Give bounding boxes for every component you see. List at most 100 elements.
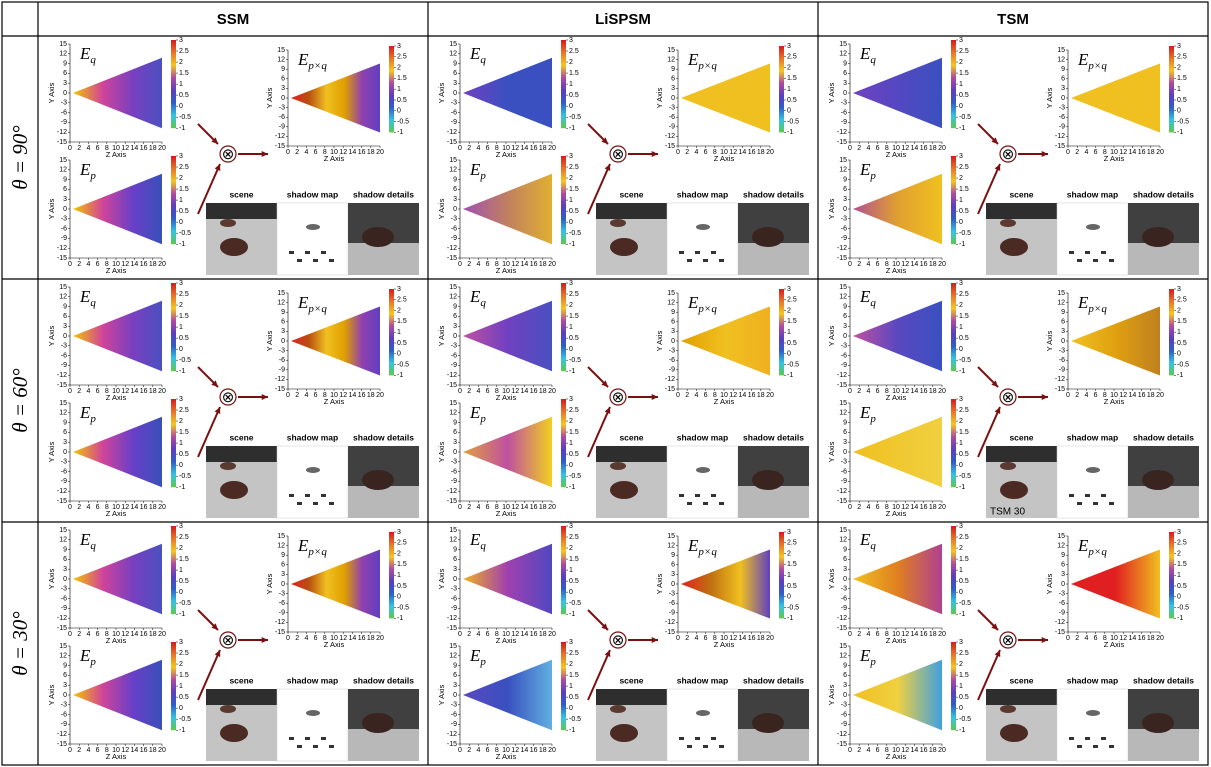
x-tick-label: 4 xyxy=(1084,149,1088,156)
shadow-details-ground xyxy=(348,243,419,275)
plot-title: Ep xyxy=(79,403,96,425)
colorbar-tick-label: 1 xyxy=(569,683,573,690)
x-axis-label: Z Axis xyxy=(714,397,735,406)
shadow-details-object xyxy=(362,227,394,247)
image-caption: scene xyxy=(619,189,643,199)
y-tick-label: 15 xyxy=(449,643,457,650)
image-caption: shadow details xyxy=(743,189,804,199)
colorbar-tick-label: -1 xyxy=(569,611,575,618)
colorbar-tick-label: 1.5 xyxy=(179,186,189,193)
title-symbol: E xyxy=(79,44,91,63)
y-axis-label: Y Axis xyxy=(47,82,56,103)
y-tick-label: 12 xyxy=(59,51,67,58)
plot-title: Eq xyxy=(469,44,486,66)
y-tick-label: -3 xyxy=(451,100,457,107)
y-tick-label: -15 xyxy=(665,629,675,636)
x-tick-label: 4 xyxy=(1084,392,1088,399)
x-tick-label: 20 xyxy=(376,392,384,399)
colorbar xyxy=(561,40,566,128)
x-tick-label: 2 xyxy=(77,388,81,395)
row-label: θ = 30° xyxy=(8,611,32,676)
y-tick-label: 3 xyxy=(63,566,67,573)
colorbar xyxy=(389,532,394,618)
scene-object xyxy=(610,481,638,499)
y-tick-label: 0 xyxy=(843,90,847,97)
shadow-blob xyxy=(313,745,318,748)
shadow-blob xyxy=(1077,745,1082,748)
colorbar-tick-label: 3 xyxy=(959,153,963,160)
y-tick-label: -9 xyxy=(451,721,457,728)
y-tick-label: 9 xyxy=(843,176,847,183)
heat-map xyxy=(1071,549,1160,618)
y-tick-label: -9 xyxy=(669,367,675,374)
y-tick-label: -6 xyxy=(451,711,457,718)
operator: ⊗ xyxy=(222,146,235,163)
title-subscript: q xyxy=(870,54,876,66)
x-tick-label: 16 xyxy=(1138,149,1146,156)
x-tick-label: 18 xyxy=(149,747,157,754)
y-tick-label: -6 xyxy=(451,225,457,232)
shadow-blob xyxy=(297,259,302,262)
colorbar-tick-label: 0 xyxy=(1177,108,1181,115)
colorbar-tick-label: 2.5 xyxy=(959,48,969,55)
x-tick-label: 4 xyxy=(86,261,90,268)
y-tick-label: 0 xyxy=(63,333,67,340)
y-tick-label: 6 xyxy=(63,313,67,320)
y-tick-label: 0 xyxy=(1061,581,1065,588)
image-caption: shadow map xyxy=(287,432,338,442)
colorbar-tick-label: 0 xyxy=(179,705,183,712)
x-tick-label: 18 xyxy=(1147,635,1155,642)
heat-map xyxy=(853,417,942,488)
x-axis-label: Z Axis xyxy=(324,397,345,406)
y-tick-label: -6 xyxy=(841,711,847,718)
colorbar-tick-label: 1.5 xyxy=(1177,318,1187,325)
shadow-blob xyxy=(1101,737,1106,740)
y-tick-label: 0 xyxy=(671,95,675,102)
title-symbol: E xyxy=(469,646,481,665)
x-axis-label: Z Axis xyxy=(886,266,907,275)
y-tick-label: 6 xyxy=(453,429,457,436)
y-tick-label: 6 xyxy=(63,672,67,679)
colorbar-tick-label: -0.5 xyxy=(959,230,971,237)
y-tick-label: -6 xyxy=(669,357,675,364)
shadow-blob xyxy=(329,502,334,505)
y-tick-label: -3 xyxy=(451,459,457,466)
shadow-details-ground xyxy=(738,243,809,275)
heat-map xyxy=(463,301,552,372)
y-tick-label: 6 xyxy=(671,319,675,326)
colorbar-tick-label: 3 xyxy=(179,639,183,646)
colorbar-tick-label: 1.5 xyxy=(1177,561,1187,568)
x-tick-label: 16 xyxy=(530,388,538,395)
y-tick-label: -6 xyxy=(1059,600,1065,607)
shadow-map-image xyxy=(277,446,348,518)
x-tick-label: 2 xyxy=(295,149,299,156)
colorbar-tick-label: 3 xyxy=(397,43,401,50)
colorbar-tick-label: -0.5 xyxy=(179,600,191,607)
x-tick-label: 6 xyxy=(486,631,490,638)
plot-title: Ep×q xyxy=(297,50,327,72)
image-caption: scene xyxy=(619,675,643,685)
title-symbol: E xyxy=(79,530,91,549)
shadow-map-image xyxy=(1057,689,1128,761)
colorbar-tick-label: 1 xyxy=(397,86,401,93)
scene-object xyxy=(220,219,236,227)
scene-sky xyxy=(206,689,277,705)
x-axis-label: Z Axis xyxy=(106,393,127,402)
y-tick-label: -15 xyxy=(57,382,67,389)
y-tick-label: 9 xyxy=(671,66,675,73)
y-tick-label: 9 xyxy=(281,309,285,316)
colorbar-tick-label: 0.5 xyxy=(179,578,189,585)
x-tick-label: 0 xyxy=(458,504,462,511)
x-tick-label: 4 xyxy=(476,504,480,511)
x-tick-label: 16 xyxy=(920,145,928,152)
colorbar-tick-label: -0.5 xyxy=(1177,118,1189,125)
colorbar-tick-label: 1.5 xyxy=(959,672,969,679)
y-tick-label: -3 xyxy=(669,104,675,111)
y-tick-label: 0 xyxy=(63,206,67,213)
y-tick-label: -15 xyxy=(57,741,67,748)
colorbar-tick-label: 2 xyxy=(959,661,963,668)
title-symbol: E xyxy=(859,287,871,306)
colorbar-tick-label: 0 xyxy=(569,462,573,469)
y-tick-label: 3 xyxy=(843,682,847,689)
colorbar-tick-label: 0.5 xyxy=(569,694,579,701)
